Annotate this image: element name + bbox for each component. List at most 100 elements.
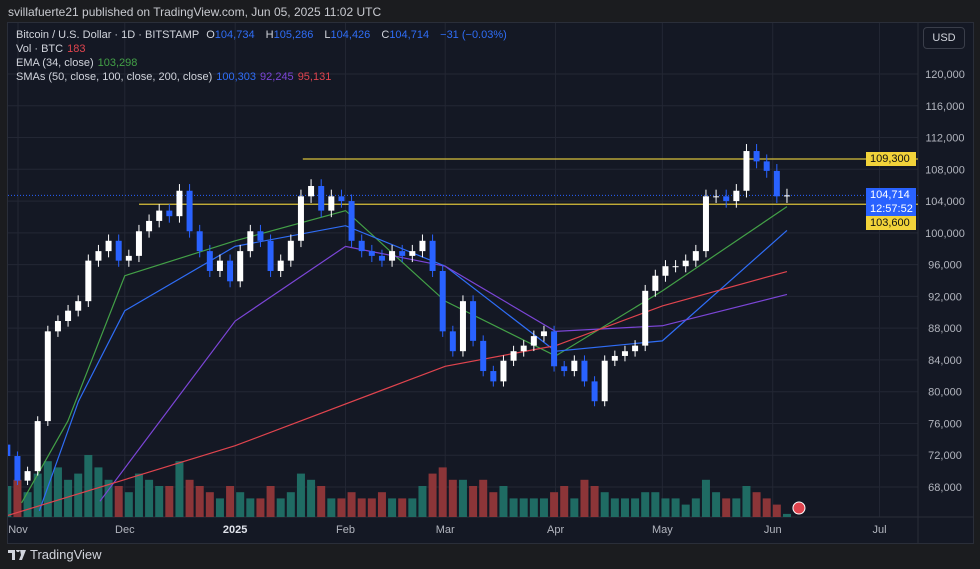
candle — [632, 340, 639, 357]
volume-bar — [64, 479, 73, 517]
candle-body — [348, 201, 355, 241]
volume-label: Vol · BTC — [16, 43, 64, 55]
price-chart[interactable]: 68,000 72,000 76,000 80,000 84,000 88,000 92,0… — [8, 23, 973, 543]
candle-body — [358, 240, 365, 252]
y-tick-label: 108,000 — [925, 164, 965, 176]
candle-body — [34, 421, 41, 472]
x-tick-label: Jul — [872, 524, 886, 536]
candle — [490, 365, 497, 387]
candle-body — [247, 231, 254, 252]
tradingview-logo[interactable]: TradingView — [8, 547, 102, 562]
volume-bar — [84, 455, 93, 517]
ema-legend[interactable]: EMA (34, close) 103,298 — [16, 57, 141, 69]
volume-bar — [438, 467, 447, 517]
x-tick-label: Apr — [547, 524, 564, 536]
candle — [500, 355, 507, 387]
candle-body — [500, 360, 507, 382]
candle — [723, 189, 730, 208]
chart-panel[interactable]: 68,000 72,000 76,000 80,000 84,000 88,000 92,0… — [7, 22, 974, 544]
volume-bar — [165, 486, 174, 517]
candle-body — [389, 251, 396, 261]
candle — [743, 144, 750, 198]
volume-bar — [641, 492, 650, 517]
candle-body — [297, 196, 304, 241]
volume-bar — [134, 473, 143, 517]
candle — [146, 214, 153, 238]
candle — [530, 330, 537, 352]
volume-bar — [13, 479, 22, 517]
sma-legend[interactable]: SMAs (50, close, 100, close, 200, close)… — [16, 71, 335, 83]
candle-body — [85, 260, 92, 302]
y-tick-label: 112,000 — [926, 133, 965, 145]
volume-bar — [479, 479, 488, 517]
candle — [702, 189, 709, 258]
y-tick-label: 84,000 — [928, 355, 962, 367]
sma200-value: 95,131 — [297, 71, 332, 83]
candle-body — [267, 240, 274, 271]
volume-bar — [8, 486, 12, 517]
ma-line-ema-34-close- — [21, 206, 788, 504]
candle — [44, 325, 51, 426]
candle-body — [24, 471, 31, 481]
candle — [480, 335, 487, 377]
currency-button[interactable]: USD — [923, 27, 965, 49]
candle — [763, 154, 770, 178]
us-flag-event-icon — [792, 501, 806, 515]
high-value: 105,286 — [273, 29, 314, 41]
sma50-value: 100,303 — [216, 71, 257, 83]
candle-body — [621, 351, 628, 356]
volume-value: 183 — [67, 43, 86, 55]
candle-body — [328, 196, 335, 211]
volume-bar — [307, 479, 316, 517]
candle-body — [561, 366, 568, 372]
candle — [510, 345, 517, 367]
volume-bar — [681, 504, 690, 517]
candle-body — [601, 360, 608, 402]
candle-body — [44, 331, 51, 422]
candle-body — [581, 360, 588, 382]
volume-bar — [631, 498, 640, 517]
y-tick-label: 76,000 — [928, 418, 962, 430]
volume-bar — [428, 473, 437, 517]
candle-body — [551, 331, 558, 367]
ema-value: 103,298 — [97, 57, 138, 69]
candle-body — [95, 251, 102, 261]
candle-body — [702, 196, 709, 252]
candle-body — [277, 260, 284, 271]
candle — [227, 254, 234, 288]
candle-body — [146, 220, 153, 232]
volume-bar — [226, 486, 235, 517]
candle — [520, 340, 527, 357]
symbol-label[interactable]: Bitcoin / U.S. Dollar · 1D · BITSTAMP — [16, 29, 200, 41]
candle — [247, 224, 254, 258]
footer-brand: TradingView — [30, 547, 102, 562]
candle-body — [429, 240, 436, 271]
volume-bar — [175, 461, 184, 517]
candle-body — [682, 260, 689, 267]
close-group: C104,714 — [381, 29, 433, 41]
candle — [216, 254, 223, 278]
x-tick-label: Nov — [8, 524, 28, 536]
candle-body — [632, 345, 639, 352]
candle-body — [308, 185, 315, 197]
candle-body — [227, 260, 234, 282]
candle-body — [257, 231, 264, 241]
volume-bar — [74, 473, 83, 517]
candle — [75, 295, 82, 317]
volume-legend[interactable]: Vol · BTC 183 — [16, 43, 89, 55]
volume-bar — [33, 473, 42, 517]
volume-bar — [782, 513, 791, 517]
ohlc-legend: Bitcoin / U.S. Dollar · 1D · BITSTAMP O 1… — [16, 29, 511, 41]
volume-bar — [276, 498, 285, 517]
candle-body — [8, 444, 11, 457]
volume-bar — [762, 498, 771, 517]
support-price-label: 103,600 — [866, 216, 916, 230]
close-label: C — [381, 29, 390, 41]
candle-body — [540, 331, 547, 337]
candle — [125, 249, 132, 267]
volume-bar — [145, 479, 154, 517]
candle — [459, 295, 466, 357]
low-value: 104,426 — [330, 29, 371, 41]
open-label: O — [206, 29, 215, 41]
candle — [308, 179, 315, 203]
